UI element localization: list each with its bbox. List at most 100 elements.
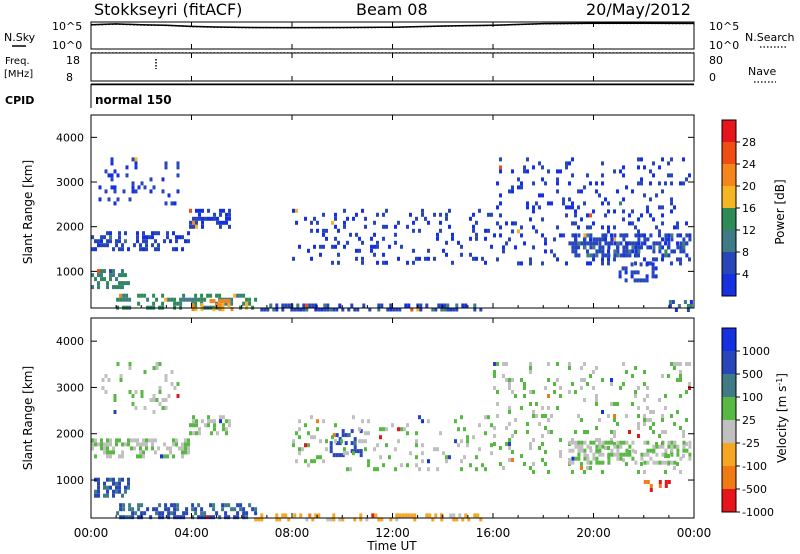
cell [676,410,679,414]
cell [445,252,448,257]
beam-title: Beam 08 [356,0,428,19]
nsearch-label: N.Search [745,31,795,44]
cell [287,517,291,522]
cell [109,442,112,447]
cell [469,463,472,468]
cell [508,458,511,462]
cell [152,507,156,512]
power-cells [91,157,693,312]
cell [556,177,559,182]
cell [421,208,424,213]
cell [94,442,97,447]
cell [484,415,487,420]
cell [493,374,496,378]
cell [106,477,109,482]
cell [583,398,586,402]
cell [382,463,385,468]
cell [155,507,159,512]
cell [526,157,529,162]
cell [145,243,148,248]
cell [517,229,520,234]
cell [676,245,680,250]
cell [461,517,465,522]
cell [601,161,604,166]
cell [643,382,646,386]
cell [355,232,358,237]
cell [212,299,216,304]
cell [667,245,671,250]
cell [293,307,297,312]
cell [391,423,394,428]
cell [239,293,243,298]
cell [541,233,544,238]
cell [646,209,649,214]
cell [121,493,124,498]
cell [404,513,408,518]
cell [353,441,357,446]
cell [260,513,264,518]
cell [233,515,237,520]
cell [559,233,562,238]
cell [532,225,535,230]
cell [440,513,444,518]
cell [334,236,337,241]
cell [664,484,668,488]
cell [218,299,222,304]
cell [427,419,430,424]
cell [643,422,646,426]
cell [221,507,225,512]
cell [292,439,295,444]
cell [538,446,541,450]
cell [580,440,584,445]
cell [685,253,689,258]
colorbar-tick-label: 12 [742,224,756,237]
cell [136,235,139,240]
cell [505,442,508,446]
cell [583,241,587,246]
cell [152,185,156,190]
cell [394,447,397,452]
cell [299,307,303,312]
cell [158,390,162,394]
cell [640,462,643,466]
cell [649,488,653,492]
cell [140,394,144,398]
cell [228,423,231,428]
cell [628,444,632,449]
cell [140,390,144,394]
cell [370,244,373,249]
cell [176,382,180,386]
cell [604,237,607,242]
cell [139,454,142,459]
cell [667,480,671,484]
cell [173,507,177,512]
cell [121,247,124,252]
cell [210,216,213,221]
cell [167,507,171,512]
cell [625,253,629,258]
cell [163,454,166,459]
cell [637,434,640,438]
cell [254,507,258,512]
cell [544,249,547,254]
cell [145,239,148,244]
cell [541,434,544,438]
power-frame [90,114,695,309]
cell [225,431,228,436]
cell [176,161,180,166]
cell [559,450,562,454]
cell [112,481,115,486]
cell [97,285,100,290]
cell [574,213,577,218]
cell [559,394,562,398]
cell [173,515,177,520]
cell [142,239,145,244]
cell [649,233,653,238]
cell [209,293,213,298]
cell [565,205,568,210]
cell [583,378,586,382]
cell [112,450,115,455]
cell [514,430,517,434]
cell [667,440,671,445]
cell [181,442,184,447]
